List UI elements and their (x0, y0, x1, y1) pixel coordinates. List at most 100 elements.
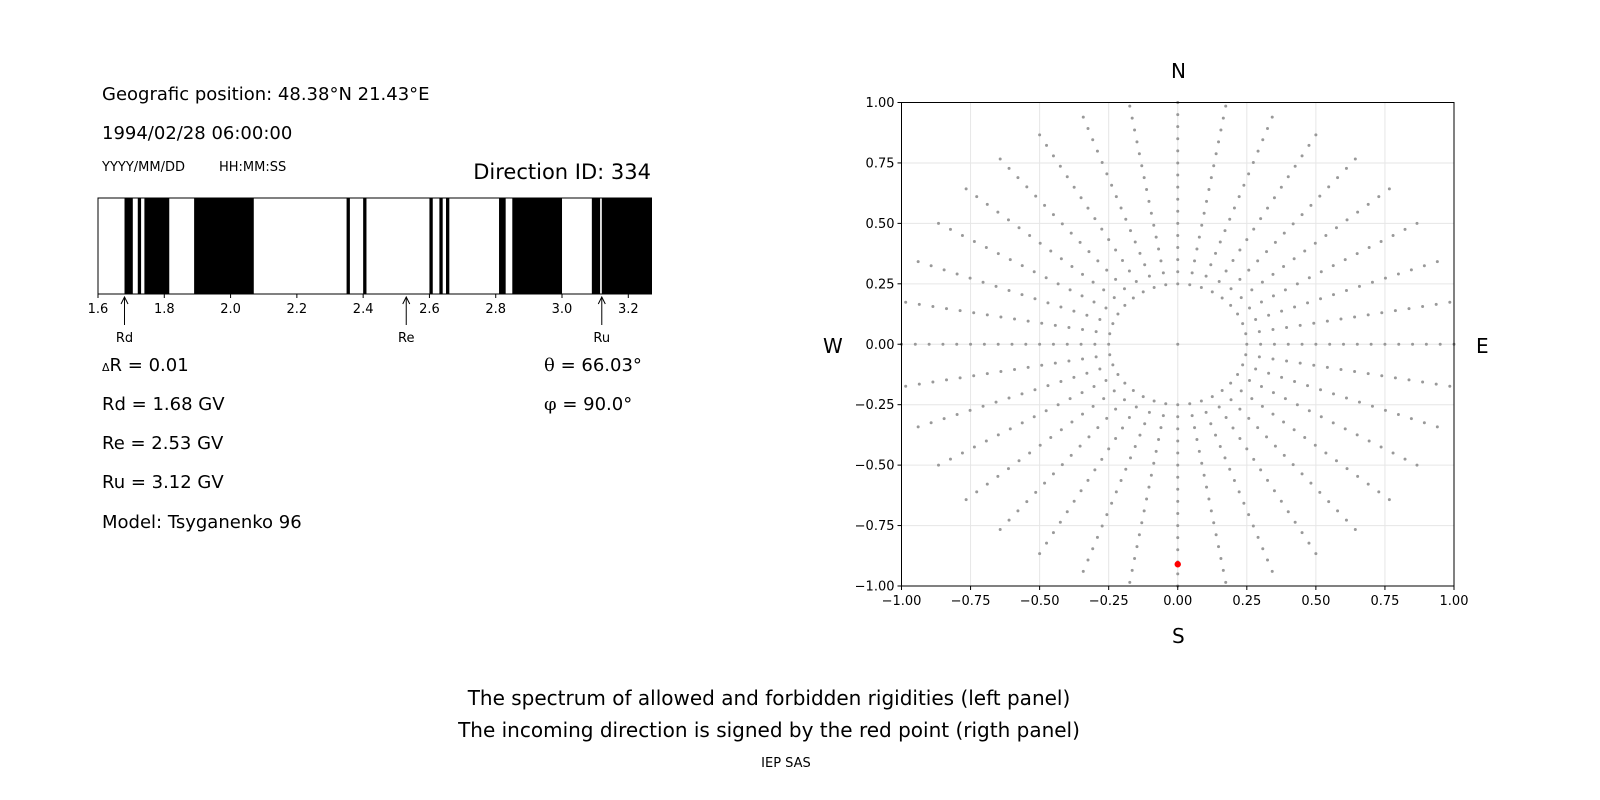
direction-point (1129, 456, 1133, 460)
direction-point (1353, 527, 1357, 531)
direction-point (981, 280, 985, 284)
direction-point (1291, 463, 1295, 467)
direction-point (1307, 541, 1311, 545)
forbidden-band (439, 198, 443, 294)
direction-point (1254, 367, 1258, 371)
direction-point (1339, 367, 1343, 371)
direction-point (1128, 104, 1132, 108)
direction-point (1237, 195, 1241, 199)
direction-point (1448, 384, 1452, 388)
y-tick-label: −0.50 (855, 459, 895, 474)
direction-point (1013, 317, 1017, 321)
direction-point (1068, 397, 1072, 401)
direction-point (1282, 265, 1286, 269)
direction-point (1034, 194, 1038, 198)
direction-point (1017, 459, 1021, 463)
direction-point (1176, 137, 1180, 141)
x-tick-label: −0.50 (1020, 594, 1060, 609)
direction-point (1152, 399, 1156, 403)
direction-point (996, 252, 1000, 256)
direction-point (1127, 416, 1131, 420)
caption-line-1: The spectrum of allowed and forbidden ri… (467, 686, 1071, 710)
direction-point (1273, 240, 1277, 244)
direction-point (996, 474, 1000, 478)
direction-point (1325, 319, 1329, 323)
direction-point (927, 342, 931, 346)
direction-point (1081, 412, 1085, 416)
direction-point (931, 304, 935, 308)
direction-point (1176, 475, 1180, 479)
direction-point (996, 210, 1000, 214)
direction-point (1197, 235, 1201, 239)
forbidden-band (124, 198, 133, 294)
direction-point (916, 260, 920, 264)
direction-point (955, 413, 959, 417)
direction-point (942, 417, 946, 421)
direction-point (1086, 558, 1090, 562)
direction-point (1094, 355, 1098, 359)
direction-point (1140, 164, 1144, 168)
direction-point (1229, 398, 1233, 402)
direction-point (1396, 413, 1400, 417)
direction-point (1138, 251, 1142, 255)
delta-r-text: R = 0.01 (109, 355, 189, 376)
direction-point (985, 372, 989, 376)
x-tick-label: −0.25 (1089, 594, 1129, 609)
direction-point (1267, 313, 1271, 317)
direction-point (1072, 499, 1076, 503)
direction-point (1221, 568, 1225, 572)
direction-point (1448, 300, 1452, 304)
direction-point (1232, 206, 1236, 210)
direction-point (1176, 487, 1180, 491)
direction-point (1059, 305, 1063, 309)
direction-point (1217, 279, 1221, 283)
compass-north: N (1171, 59, 1186, 83)
direction-point (1176, 173, 1180, 177)
direction-point (1147, 410, 1151, 414)
direction-point (1176, 185, 1180, 189)
direction-point (1328, 342, 1332, 346)
direction-point (994, 284, 998, 288)
forbidden-band (512, 198, 563, 294)
direction-point (1245, 447, 1249, 451)
direction-point (1220, 296, 1224, 300)
geographic-position: Geografic position: 48.38°N 21.43°E (102, 84, 430, 105)
y-axis-ticks: 1.00 0.75 0.50 0.25 0.00 −0.25 −0.50 −0.75 −1.00 (855, 96, 902, 595)
direction-points (900, 101, 1456, 588)
direction-point (1228, 217, 1232, 221)
direction-point (1176, 511, 1180, 515)
direction-point (1093, 342, 1097, 346)
direction-point (1049, 435, 1053, 439)
direction-point (1307, 276, 1311, 280)
direction-point (1228, 467, 1232, 471)
direction-point (1131, 389, 1135, 393)
direction-point (1214, 152, 1218, 156)
direction-point (1265, 250, 1269, 254)
direction-point (1220, 389, 1224, 393)
direction-point (1078, 240, 1082, 244)
direction-point (1149, 211, 1153, 215)
spectrum-tick-label: 2.8 (485, 302, 506, 317)
direction-point (1332, 293, 1336, 297)
direction-point (1247, 513, 1251, 517)
direction-point (975, 195, 979, 199)
direction-point (1085, 313, 1089, 317)
direction-point (1212, 521, 1216, 525)
direction-point (1209, 176, 1213, 180)
direction-point (1357, 400, 1361, 404)
direction-point (1241, 363, 1245, 367)
direction-point (1300, 342, 1304, 346)
direction-point (1282, 231, 1286, 235)
direction-point (1212, 164, 1216, 168)
direction-point (1271, 272, 1275, 276)
direction-point (1190, 414, 1194, 418)
direction-point (1081, 569, 1085, 573)
forbidden-band (601, 198, 652, 294)
direction-point (1020, 392, 1024, 396)
direction-point (1107, 447, 1111, 451)
direction-point (1209, 263, 1213, 267)
direction-point (1040, 321, 1044, 325)
direction-point (1314, 342, 1318, 346)
direction-point (1339, 317, 1343, 321)
direction-point (1154, 449, 1158, 453)
